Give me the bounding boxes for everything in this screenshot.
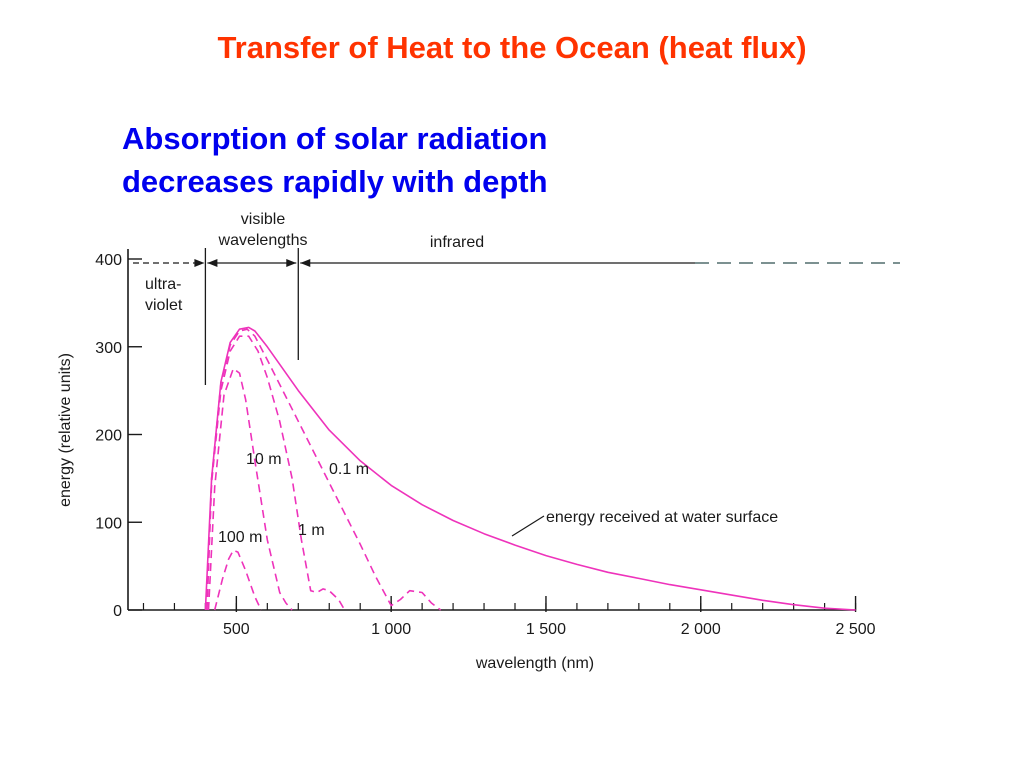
surface-label-leader xyxy=(511,515,545,537)
y-tick-label: 400 xyxy=(95,252,122,269)
x-tick-label: 2 000 xyxy=(681,621,721,638)
x-tick-label: 1 000 xyxy=(371,621,411,638)
visible-arrowhead-right xyxy=(286,259,297,267)
series-label-1m: 1 m xyxy=(298,522,325,539)
slide-title: Transfer of Heat to the Ocean (heat flux… xyxy=(217,30,807,65)
series-label-10m: 10 m xyxy=(246,451,282,468)
slide-subtitle: Absorption of solar radiation decreases … xyxy=(122,117,548,203)
y-tick-label: 300 xyxy=(95,340,122,357)
subtitle-line-2: decreases rapidly with depth xyxy=(122,164,548,199)
series-line-100-m xyxy=(213,549,262,611)
y-tick-label: 0 xyxy=(113,603,122,620)
series-label-100m: 100 m xyxy=(218,529,262,546)
y-tick-label: 100 xyxy=(95,515,122,532)
series-line-energy-received-at-water-surface xyxy=(204,326,856,611)
series-label-surface: energy received at water surface xyxy=(546,509,778,526)
y-tick-label: 200 xyxy=(95,428,122,445)
subtitle-line-1: Absorption of solar radiation xyxy=(122,121,548,156)
x-axis-label: wavelength (nm) xyxy=(475,655,594,672)
region-label-ultraviolet: ultra-violet xyxy=(145,276,183,314)
x-tick-label: 2 500 xyxy=(836,621,876,638)
visible-arrowhead-left xyxy=(207,259,218,267)
infrared-arrowhead xyxy=(300,259,311,267)
x-tick-label: 1 500 xyxy=(526,621,566,638)
region-label-infrared: infrared xyxy=(430,234,484,251)
region-label-visible: visible wavelengths xyxy=(218,211,308,249)
series-line-0-1-m xyxy=(206,328,442,611)
x-tick-label: 500 xyxy=(223,621,250,638)
series-line-10-m xyxy=(207,367,293,611)
y-axis-label: energy (relative units) xyxy=(57,353,74,507)
uv-arrowhead xyxy=(194,259,205,267)
series-line-1-m xyxy=(206,335,346,611)
series-label-0-1m: 0.1 m xyxy=(329,461,369,478)
